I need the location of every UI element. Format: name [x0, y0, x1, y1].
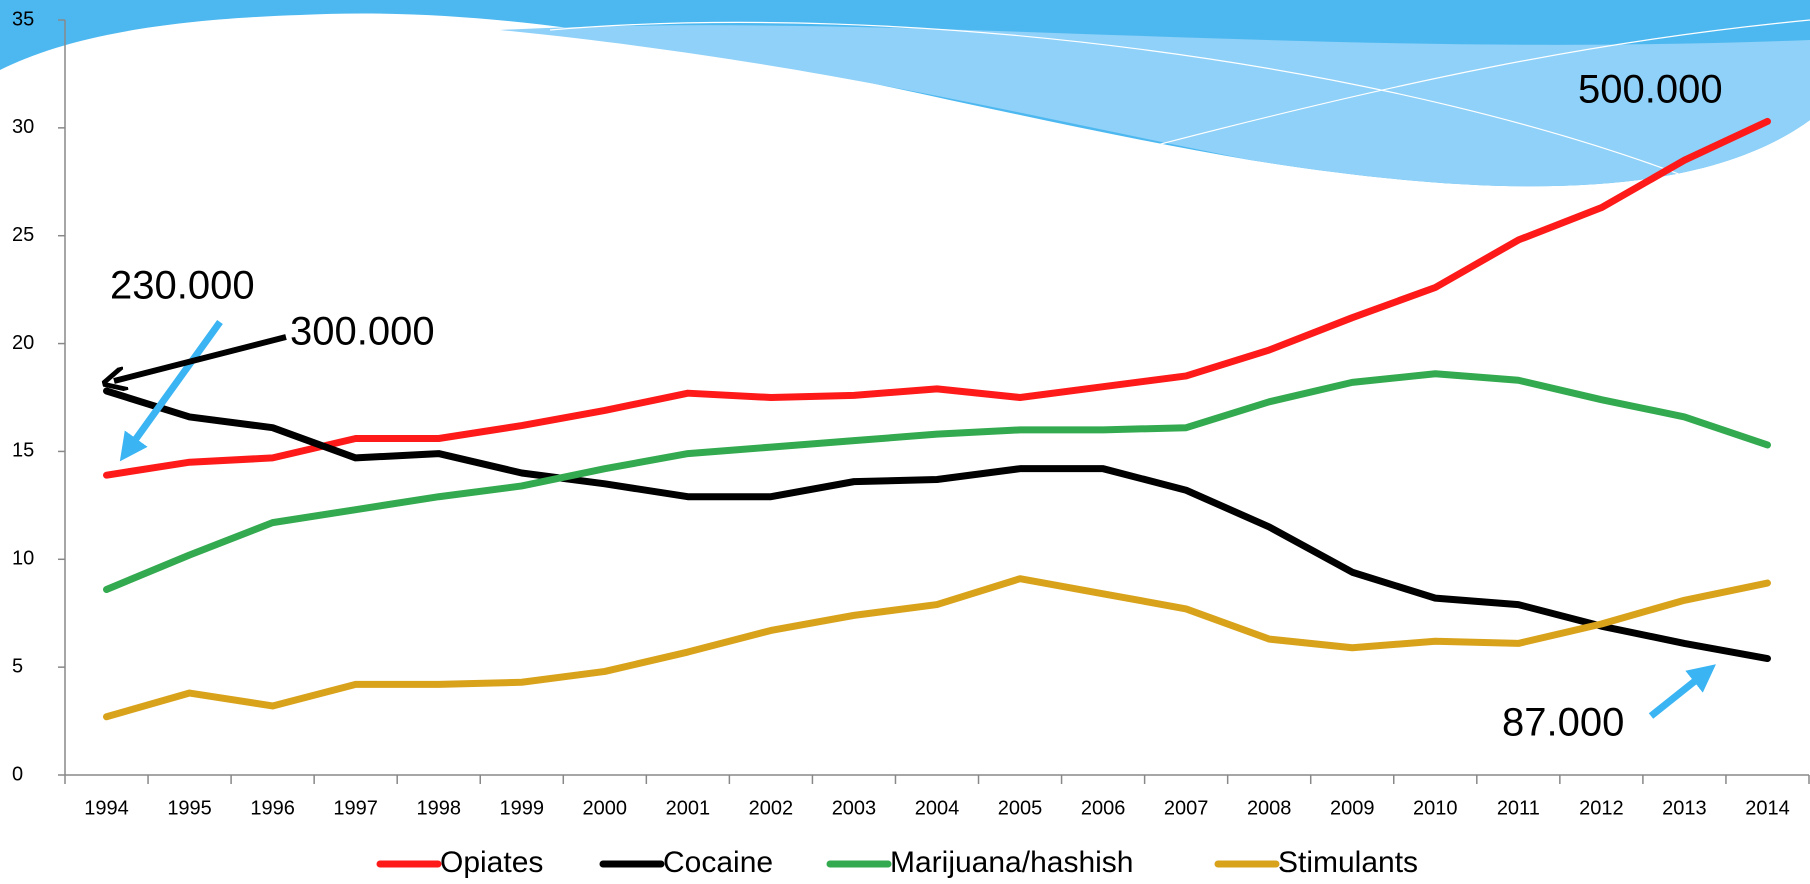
y-tick-label: 0 [12, 763, 23, 785]
x-tick-label: 1998 [416, 797, 461, 819]
y-tick-label: 20 [12, 332, 34, 354]
x-tick-label: 2013 [1662, 797, 1707, 819]
x-tick-label: 2006 [1081, 797, 1126, 819]
x-tick-label: 1994 [84, 797, 129, 819]
y-tick-label: 25 [12, 224, 34, 246]
y-tick-label: 35 [12, 8, 34, 30]
background-waves [0, 0, 1810, 191]
x-tick-label: 1996 [250, 797, 295, 819]
y-tick-label: 15 [12, 440, 34, 462]
x-tick-label: 2009 [1330, 797, 1375, 819]
legend-label: Stimulants [1278, 846, 1418, 879]
y-tick-label: 10 [12, 548, 34, 570]
x-tick-label: 2014 [1745, 797, 1790, 819]
x-tick-label: 1995 [167, 797, 212, 819]
y-tick-label: 5 [12, 655, 23, 677]
y-tick-label: 30 [12, 116, 34, 138]
x-tick-label: 2011 [1497, 797, 1540, 819]
x-tick-label: 1999 [500, 797, 545, 819]
plot-area: 0 5 10 15 20 25 30 35 1994 1995 1996 1997 1998 1999 20… [12, 8, 1810, 819]
annotation: 300.000 [290, 310, 435, 354]
arrow [1648, 664, 1716, 719]
series-line [103, 387, 1771, 663]
x-tick-label: 2005 [998, 797, 1043, 819]
legend-label: Marijuana/hashish [890, 846, 1133, 879]
legend-label: Opiates [440, 846, 543, 879]
series-line [103, 370, 1771, 593]
x-tick-label: 2000 [583, 797, 628, 819]
arrow [119, 319, 223, 462]
x-tick-label: 2004 [915, 797, 960, 819]
series-line [103, 575, 1771, 721]
x-tick-label: 2001 [666, 797, 711, 819]
x-tick-label: 2010 [1413, 797, 1458, 819]
x-tick-label: 2012 [1579, 797, 1624, 819]
x-tick-label: 2002 [749, 797, 794, 819]
annotation: 500.000 [1578, 68, 1723, 112]
annotation: 230.000 [110, 264, 255, 308]
legend-label: Cocaine [663, 846, 773, 879]
x-tick-label: 2008 [1247, 797, 1292, 819]
series-line [103, 117, 1771, 479]
arrow [114, 334, 287, 381]
annotation: 87.000 [1502, 701, 1624, 745]
x-tick-label: 2003 [832, 797, 877, 819]
x-tick-label: 2007 [1164, 797, 1209, 819]
x-tick-label: 1997 [333, 797, 378, 819]
